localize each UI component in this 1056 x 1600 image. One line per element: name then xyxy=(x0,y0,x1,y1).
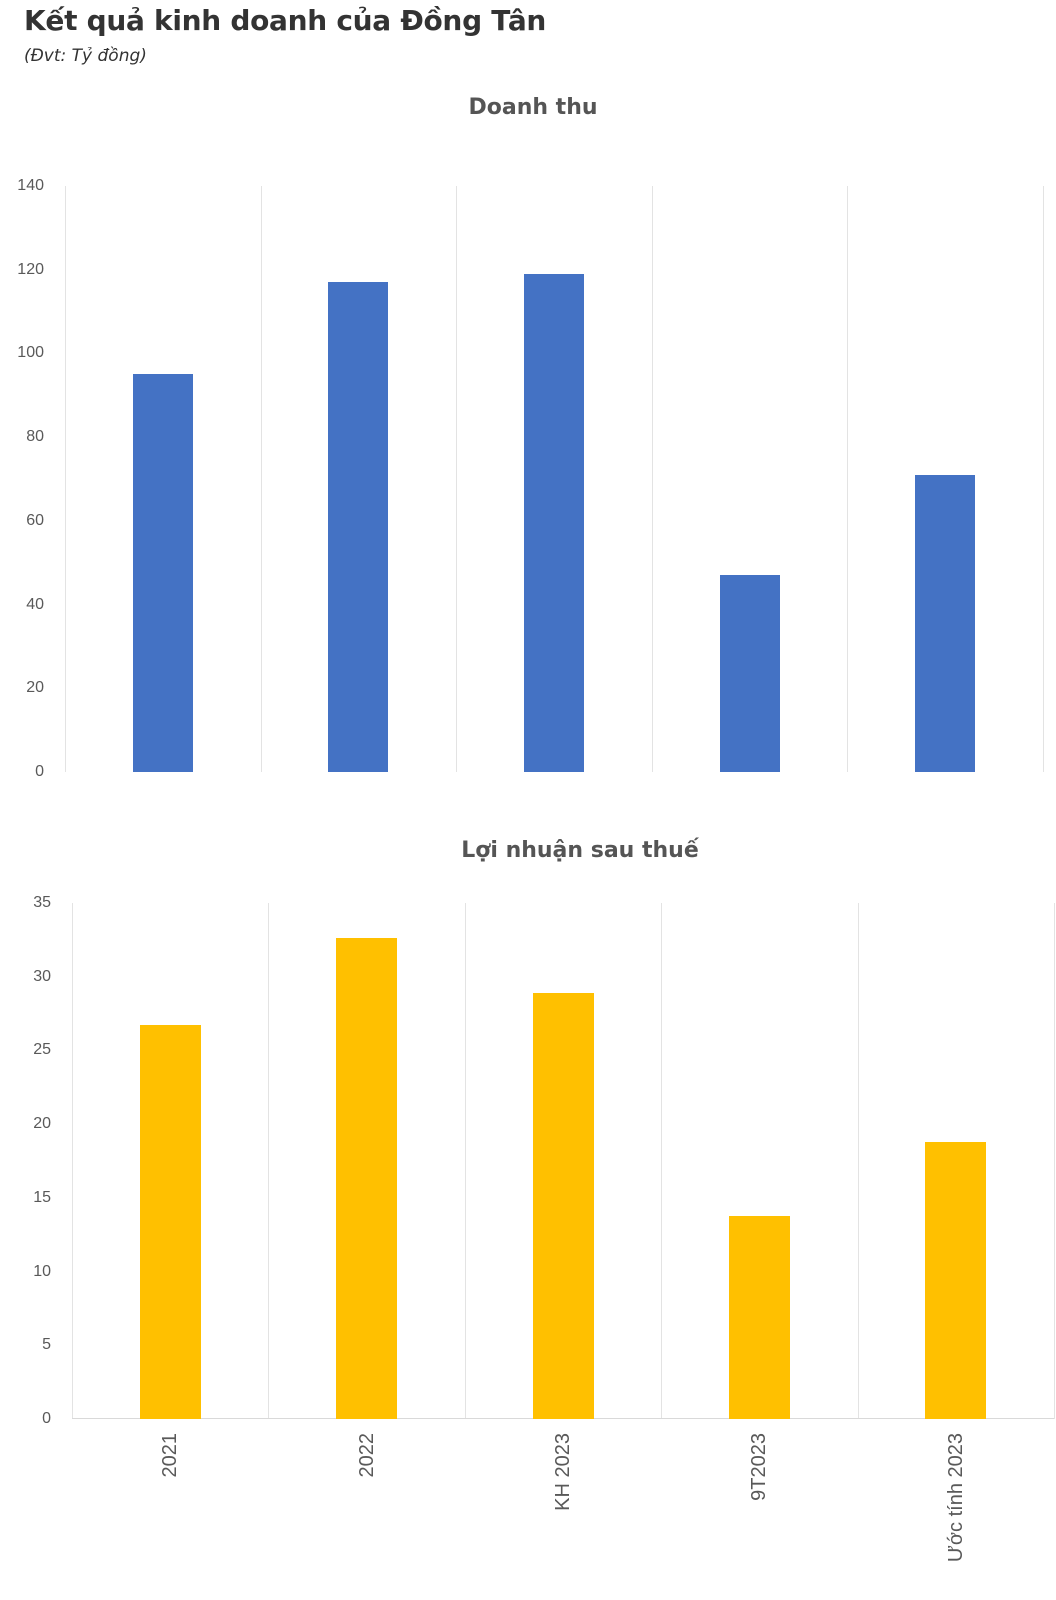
page-title: Kết quả kinh doanh của Đồng Tân xyxy=(24,4,547,37)
bar xyxy=(336,938,397,1419)
bar xyxy=(140,1025,201,1419)
gridline xyxy=(268,903,269,1419)
plot-area xyxy=(72,903,1055,1419)
unit-subtitle: (Đvt: Tỷ đồng) xyxy=(24,46,147,66)
y-tick-label: 5 xyxy=(42,1336,51,1354)
y-tick-label: 60 xyxy=(26,511,44,529)
chart-title: Lợi nhuận sau thuế xyxy=(461,838,699,863)
y-tick-label: 0 xyxy=(35,763,44,780)
bar xyxy=(524,274,584,772)
gridline xyxy=(1054,903,1055,1419)
gridline xyxy=(465,903,466,1419)
gridline xyxy=(456,186,457,772)
x-tick-label: KH 2023 xyxy=(552,1433,574,1511)
x-tick-label: 2021 xyxy=(159,1433,182,1478)
bar xyxy=(133,374,193,772)
y-tick-label: 140 xyxy=(17,177,44,194)
gridline xyxy=(847,186,848,772)
y-tick-label: 30 xyxy=(33,967,51,985)
y-tick-label: 20 xyxy=(33,1115,51,1133)
y-tick-label: 35 xyxy=(33,894,51,911)
y-tick-label: 20 xyxy=(26,679,44,697)
revenue-chart: Doanh thu 0 20 40 60 80 100 120 140 xyxy=(17,95,1044,780)
gridline xyxy=(652,186,653,772)
y-tick-label: 10 xyxy=(33,1262,51,1280)
y-tick-label: 0 xyxy=(42,1410,51,1427)
bar xyxy=(328,282,388,772)
bar xyxy=(915,475,975,772)
y-tick-label: 120 xyxy=(17,260,44,278)
bar xyxy=(720,575,780,772)
chart-title: Doanh thu xyxy=(468,95,598,120)
gridline xyxy=(65,186,66,772)
bar xyxy=(533,993,594,1419)
gridline xyxy=(261,186,262,772)
y-tick-label: 25 xyxy=(33,1041,51,1059)
gridline xyxy=(72,903,73,1419)
bar xyxy=(925,1142,986,1419)
y-tick-label: 15 xyxy=(33,1188,51,1206)
y-tick-label: 40 xyxy=(26,595,44,613)
y-tick-label: 80 xyxy=(26,428,44,446)
x-tick-label: Ước tính 2023 xyxy=(944,1433,967,1563)
gridline xyxy=(1043,186,1044,772)
gridline xyxy=(661,903,662,1419)
y-tick-label: 100 xyxy=(17,344,44,362)
plot-area xyxy=(65,186,1044,772)
x-tick-label: 9T2023 xyxy=(748,1433,771,1501)
x-tick-label: 2022 xyxy=(355,1433,378,1478)
gridline xyxy=(858,903,859,1419)
bar xyxy=(729,1216,790,1419)
